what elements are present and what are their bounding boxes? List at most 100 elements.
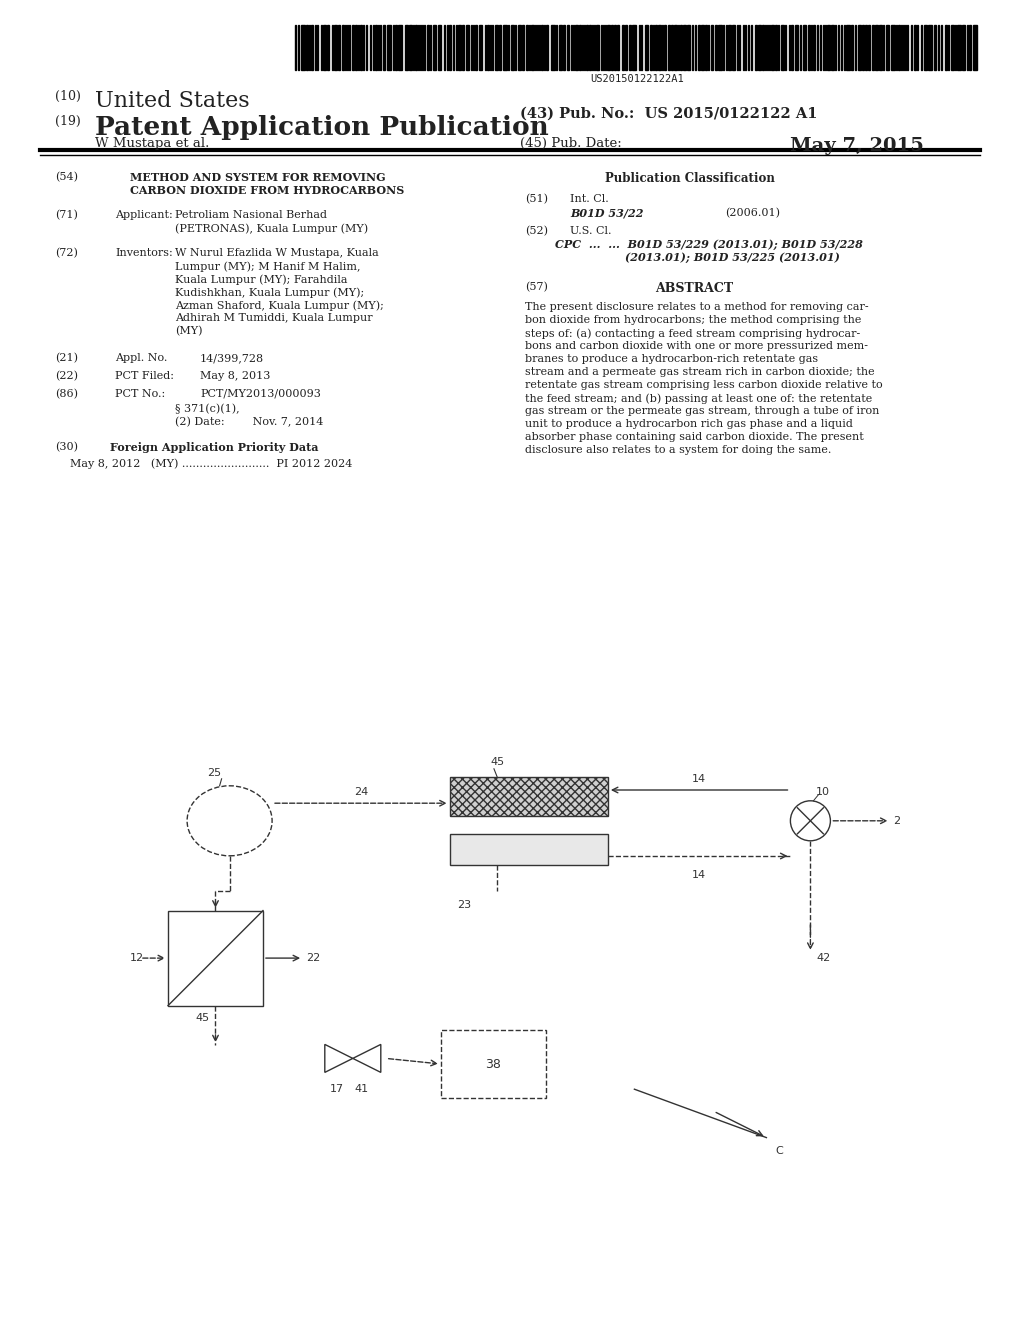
Text: Appl. No.: Appl. No. [115,352,167,363]
Text: 22: 22 [306,953,320,964]
Bar [449,776,607,816]
Text: (10): (10) [55,90,81,103]
Bar [857,25,860,70]
Bar [323,25,326,70]
Bar [622,25,624,70]
Bar [479,25,482,70]
Bar [352,25,354,70]
Text: (54): (54) [55,172,77,182]
Text: 24: 24 [354,787,368,797]
Text: Inventors:: Inventors: [115,248,172,257]
Bar [830,25,834,70]
Bar [871,25,873,70]
Bar [671,25,673,70]
Bar [526,25,528,70]
Bar [415,25,417,70]
Bar [644,25,647,70]
Text: The present disclosure relates to a method for removing car-: The present disclosure relates to a meth… [525,302,868,312]
Bar [717,25,721,70]
Bar [502,25,506,70]
Text: CARBON DIOXIDE FROM HYDROCARBONS: CARBON DIOXIDE FROM HYDROCARBONS [129,185,404,195]
Text: 41: 41 [355,1085,369,1094]
Bar [802,25,805,70]
Bar [710,25,712,70]
Text: METHOD AND SYSTEM FOR REMOVING: METHOD AND SYSTEM FOR REMOVING [129,172,385,183]
Text: W Nurul Efazlida W Mustapa, Kuala: W Nurul Efazlida W Mustapa, Kuala [175,248,378,257]
Bar [579,25,581,70]
Text: Kuala Lumpur (MY); Farahdila: Kuala Lumpur (MY); Farahdila [175,275,347,285]
Bar [657,25,660,70]
Text: May 8, 2013: May 8, 2013 [200,371,270,381]
Bar [355,25,357,70]
Text: Int. Cl.: Int. Cl. [570,194,608,205]
Text: (57): (57) [525,282,547,292]
Text: (2) Date:        Nov. 7, 2014: (2) Date: Nov. 7, 2014 [175,417,323,428]
Text: C: C [774,1146,783,1156]
Bar [812,25,814,70]
Text: bon dioxide from hydrocarbons; the method comprising the: bon dioxide from hydrocarbons; the metho… [525,315,860,325]
Bar [466,25,469,70]
Bar [168,911,263,1006]
Bar [518,25,521,70]
Bar [567,25,569,70]
Bar [774,25,776,70]
Text: 25: 25 [207,768,221,777]
Text: United States: United States [95,90,250,112]
Bar [558,25,561,70]
Text: May 7, 2015: May 7, 2015 [790,137,923,154]
Bar [878,25,881,70]
Text: 17: 17 [329,1085,343,1094]
Bar [382,25,384,70]
Bar [595,25,598,70]
Bar [794,25,797,70]
Bar [728,25,731,70]
Text: Adhirah M Tumiddi, Kuala Lumpur: Adhirah M Tumiddi, Kuala Lumpur [175,313,372,323]
Bar [409,25,412,70]
Bar [790,25,792,70]
Text: B01D 53/22: B01D 53/22 [570,209,643,219]
Bar [405,25,408,70]
Bar [427,25,429,70]
Text: retentate gas stream comprising less carbon dioxide relative to: retentate gas stream comprising less car… [525,380,881,389]
Bar [540,25,542,70]
Bar [680,25,682,70]
Text: (43) Pub. No.:  US 2015/0122122 A1: (43) Pub. No.: US 2015/0122122 A1 [520,107,816,121]
Bar [341,25,343,70]
Text: Patent Application Publication: Patent Application Publication [95,115,548,140]
Bar [522,25,524,70]
Bar [562,25,565,70]
Bar [545,25,547,70]
Text: (PETRONAS), Kuala Lumpur (MY): (PETRONAS), Kuala Lumpur (MY) [175,223,368,234]
Text: (2006.01): (2006.01) [725,209,780,218]
Bar [757,25,760,70]
Bar [697,25,699,70]
Text: (86): (86) [55,389,77,400]
Text: (45) Pub. Date:: (45) Pub. Date: [520,137,622,150]
Bar [933,25,935,70]
Text: 10: 10 [814,787,828,797]
Bar [714,25,716,70]
Bar [394,25,396,70]
Text: 45: 45 [489,756,503,767]
Bar [440,1030,545,1098]
Bar [616,25,619,70]
Text: the feed stream; and (b) passing at least one of: the retentate: the feed stream; and (b) passing at leas… [525,393,871,404]
Bar [950,25,953,70]
Bar [923,25,926,70]
Bar [437,25,440,70]
Bar [874,25,877,70]
Bar [754,25,756,70]
Bar [687,25,689,70]
Bar [327,25,329,70]
Bar [550,25,554,70]
Text: 14: 14 [692,870,705,880]
Bar [311,25,313,70]
Text: (MY): (MY) [175,326,203,337]
Bar [610,25,612,70]
Text: PCT/MY2013/000093: PCT/MY2013/000093 [200,389,321,399]
Bar [613,25,615,70]
Text: 42: 42 [815,953,829,962]
Text: 38: 38 [485,1057,500,1071]
Bar [667,25,669,70]
Text: (21): (21) [55,352,77,363]
